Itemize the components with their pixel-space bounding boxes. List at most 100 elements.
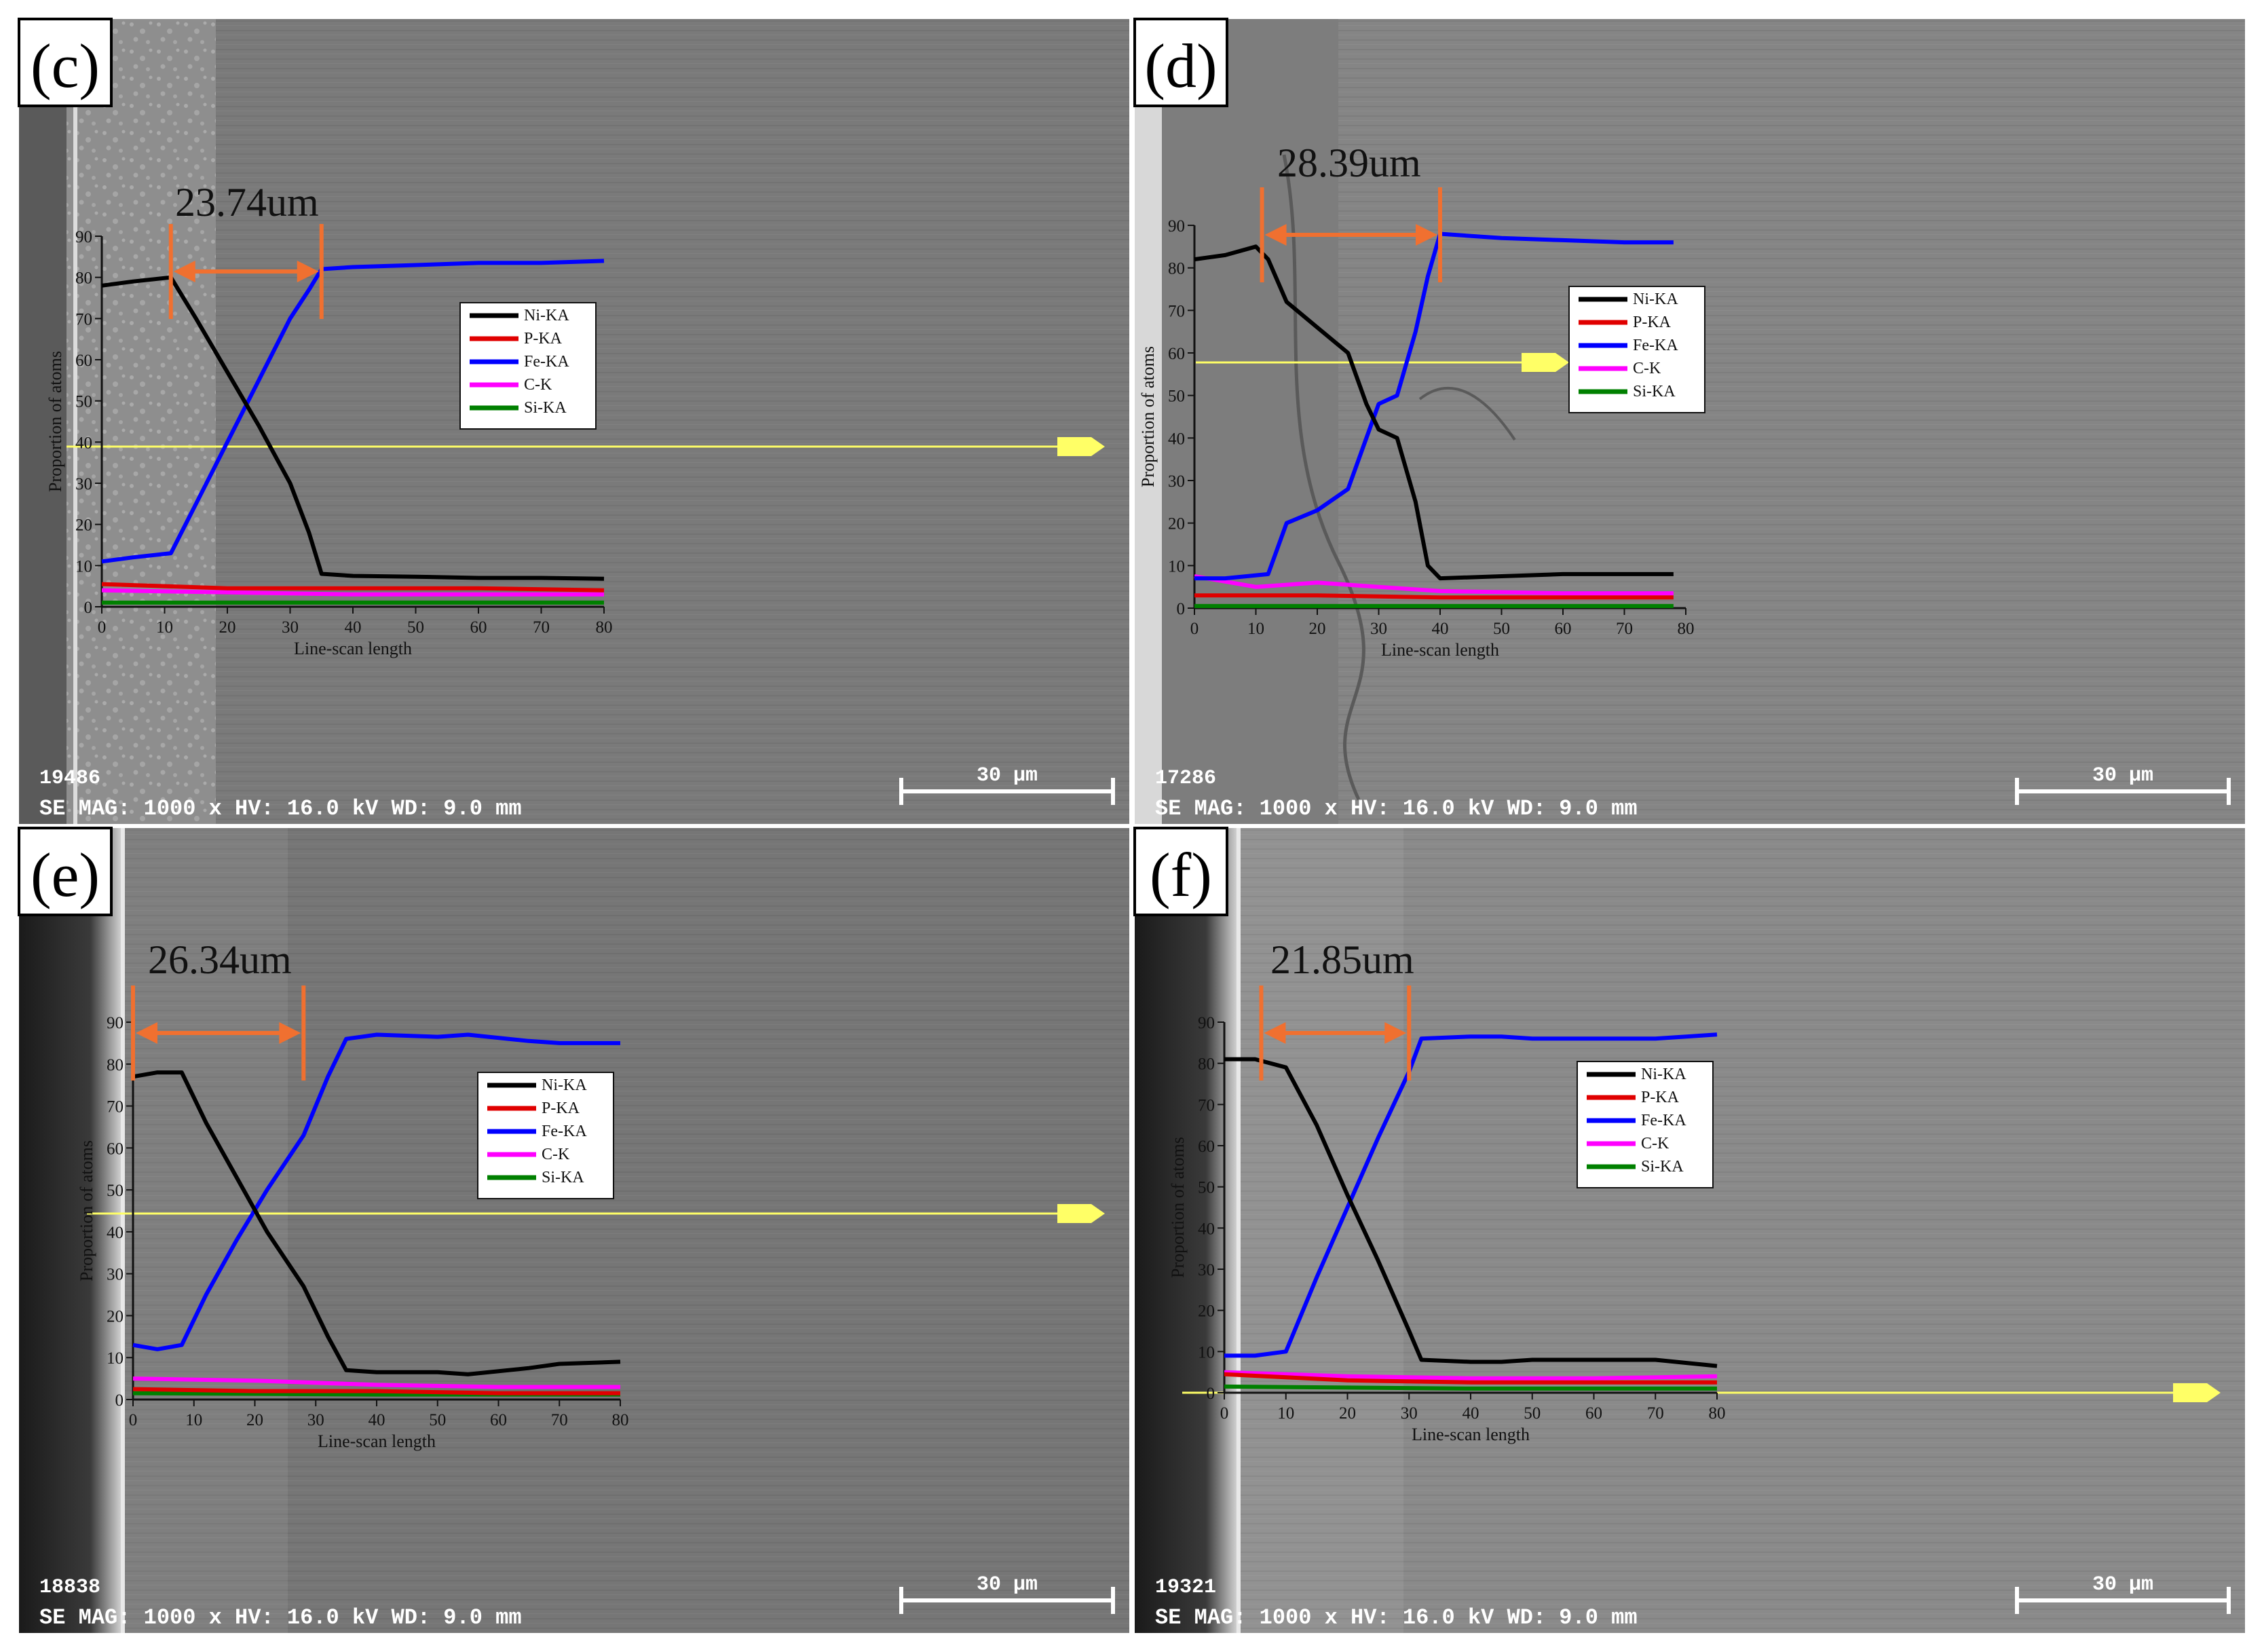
y-axis-title: Proportion of atoms (45, 351, 65, 492)
y-tick-label: 0 (1177, 600, 1186, 618)
x-tick-label: 40 (369, 1411, 385, 1429)
series-line-p-ka (1224, 1372, 1717, 1385)
y-tick-label: 20 (1168, 515, 1185, 533)
series-line-p-ka (132, 1387, 620, 1395)
arrowhead-left-icon (136, 1022, 157, 1044)
x-tick-label: 30 (1370, 620, 1387, 638)
legend-label: P-KA (1633, 314, 1672, 331)
y-tick-label: 90 (1198, 1014, 1215, 1032)
legend-label: P-KA (524, 330, 563, 348)
series-line-p-ka (101, 582, 605, 593)
thickness-label: 26.34um (148, 937, 292, 982)
y-tick-label: 90 (107, 1014, 124, 1032)
legend-label: C-K (1641, 1135, 1669, 1152)
scale-bar-label: 30 μm (977, 1573, 1038, 1596)
panel-label-box (1133, 18, 1228, 107)
sem-texture (19, 828, 1129, 1633)
x-axis-title: Line-scan length (294, 639, 412, 658)
legend-label: Ni-KA (1641, 1066, 1686, 1083)
x-tick-label: 80 (612, 1411, 629, 1429)
x-tick-label: 80 (596, 618, 613, 637)
diffusion-layer (1162, 19, 1338, 824)
panel-label: (c) (31, 31, 100, 100)
y-tick-label: 70 (75, 310, 92, 328)
y-axis-title: Proportion of atoms (77, 1140, 96, 1281)
x-tick-label: 60 (1555, 620, 1572, 638)
scale-bar-label: 30 μm (2092, 1573, 2153, 1596)
image-id: 17286 (1155, 767, 1216, 790)
x-tick-label: 60 (490, 1411, 507, 1429)
y-tick-label: 50 (1198, 1179, 1215, 1197)
thickness-label: 23.74um (175, 180, 319, 225)
arrowhead-right-icon (297, 261, 319, 282)
panel-d: (d) 0 10 20 30 40 50 60 70 80 90 0 10 20 30 40 50 60 70 80 L… (1133, 18, 2245, 824)
legend-label: Si-KA (1633, 383, 1676, 400)
series-line-ni-ka (132, 1070, 621, 1376)
x-tick-label: 40 (345, 618, 362, 637)
y-tick-label: 0 (1207, 1385, 1215, 1403)
legend-label: Ni-KA (542, 1076, 587, 1094)
series-line-c-k (1194, 574, 1674, 596)
panel-label-box (18, 18, 113, 107)
legend-label: Si-KA (542, 1169, 584, 1186)
coating-edge (1135, 19, 1162, 824)
y-tick-label: 60 (1168, 345, 1185, 363)
scan-arrow-icon (2173, 1383, 2221, 1402)
arrowhead-right-icon (1384, 1022, 1407, 1044)
series-line-p-ka (1194, 593, 1674, 600)
x-tick-label: 50 (1493, 620, 1510, 638)
y-tick-label: 40 (1198, 1220, 1215, 1238)
legend-label: P-KA (1641, 1089, 1680, 1106)
x-tick-label: 30 (282, 618, 299, 637)
series-line-c-k (132, 1376, 620, 1389)
image-id: 19486 (39, 767, 100, 790)
panel-label: (f) (1150, 840, 1212, 909)
panel-label-box (1133, 827, 1228, 916)
y-tick-label: 30 (107, 1266, 124, 1284)
legend-label: P-KA (542, 1100, 580, 1117)
y-tick-label: 60 (107, 1140, 124, 1158)
y-tick-label: 50 (1168, 388, 1185, 406)
series-line-fe-ka (132, 1032, 620, 1351)
diffusion-layer (125, 828, 288, 1633)
x-tick-label: 70 (533, 618, 550, 637)
y-tick-label: 0 (84, 599, 93, 617)
y-tick-label: 30 (1198, 1261, 1215, 1279)
y-tick-label: 60 (1198, 1138, 1215, 1156)
coating-edge (19, 828, 121, 1633)
scan-arrow-icon (1522, 353, 1569, 372)
x-tick-label: 20 (1309, 620, 1326, 638)
legend-label: Fe-KA (1641, 1112, 1686, 1129)
legend-label: C-K (542, 1146, 570, 1163)
mag-info: SE MAG: 1000 x HV: 16.0 kV WD: 9.0 mm (1155, 1605, 1638, 1630)
y-tick-label: 80 (107, 1056, 124, 1074)
diffusion-layer (1241, 828, 1403, 1633)
x-tick-label: 70 (1647, 1404, 1664, 1423)
y-tick-label: 90 (1168, 217, 1185, 236)
arrowhead-left-icon (1264, 1022, 1286, 1044)
y-tick-label: 50 (107, 1182, 124, 1200)
legend-label: Fe-KA (1633, 337, 1678, 354)
series-line-c-k (101, 588, 604, 597)
y-tick-label: 60 (75, 352, 92, 370)
series-line-si-ka (1224, 1384, 1717, 1391)
coating-edge (1135, 828, 1237, 1633)
y-tick-label: 50 (75, 393, 92, 411)
crack (1282, 154, 1365, 801)
x-tick-label: 10 (1247, 620, 1264, 638)
x-tick-label: 80 (1678, 620, 1695, 638)
y-axis-title: Proportion of atoms (1168, 1137, 1188, 1278)
legend-label: Fe-KA (524, 353, 569, 371)
x-tick-label: 10 (185, 1411, 202, 1429)
x-tick-label: 30 (307, 1411, 324, 1429)
x-axis-title: Line-scan length (1381, 640, 1499, 660)
y-tick-label: 20 (107, 1307, 124, 1326)
y-tick-label: 40 (107, 1224, 124, 1242)
y-tick-label: 40 (1168, 430, 1185, 448)
x-tick-label: 70 (551, 1411, 568, 1429)
x-axis-title: Line-scan length (318, 1431, 436, 1451)
arrowhead-left-icon (173, 261, 195, 282)
y-tick-label: 30 (75, 475, 92, 493)
x-tick-label: 80 (1709, 1404, 1726, 1423)
